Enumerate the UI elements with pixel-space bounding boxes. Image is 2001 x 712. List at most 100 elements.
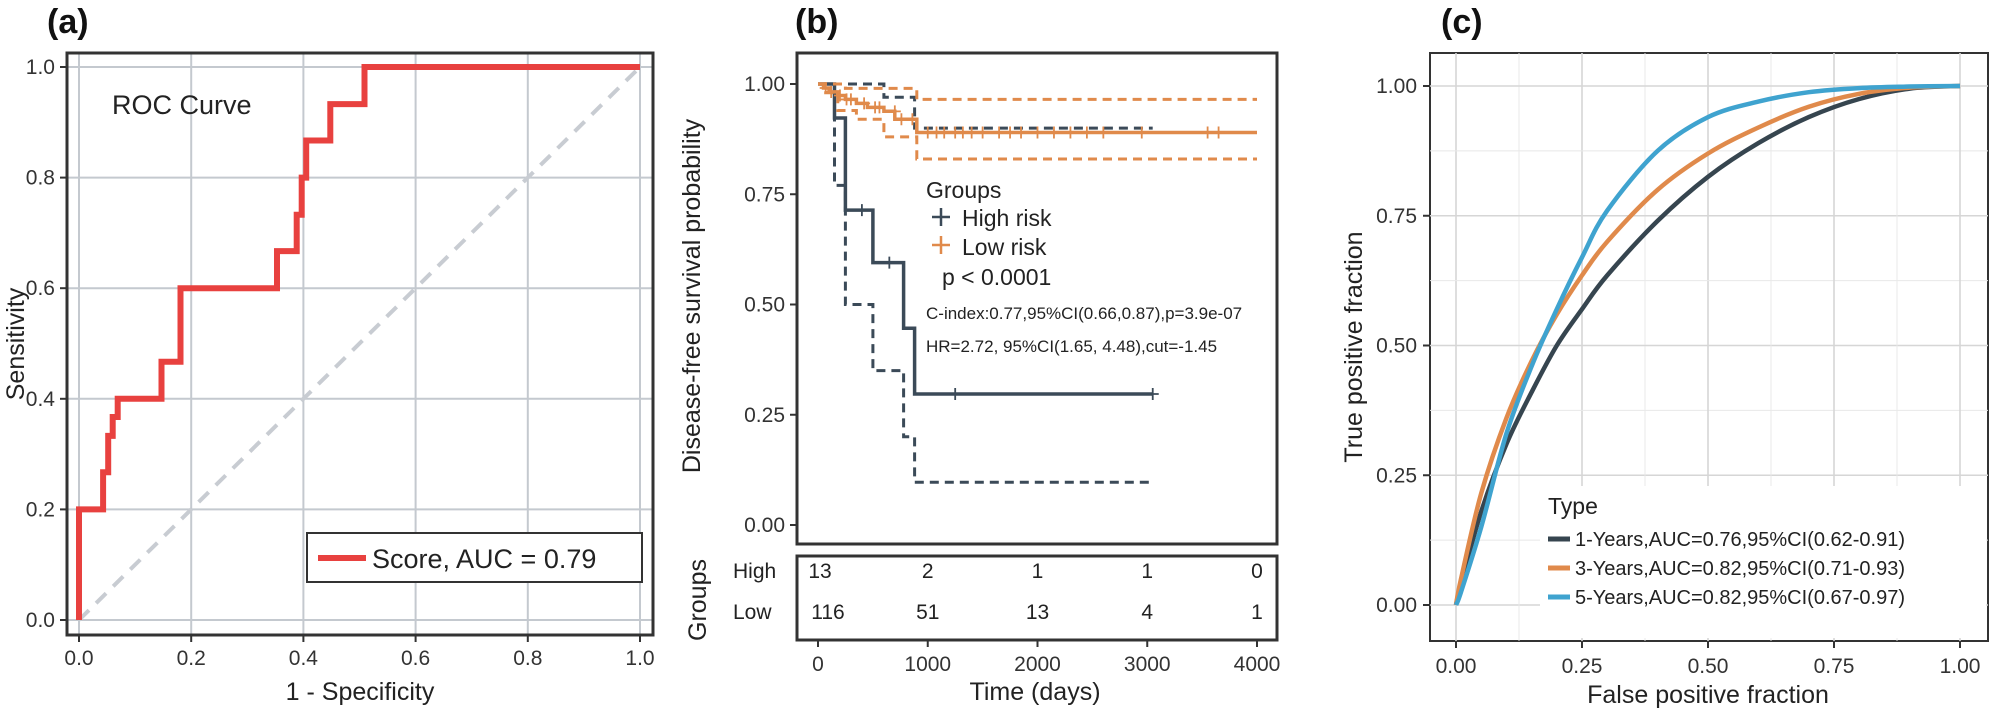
- panel-b-low-censor-mark: [858, 97, 871, 110]
- panel-c-x-tick-label: 0.75: [1814, 655, 1855, 678]
- panel-b-low-censor-mark: [833, 89, 846, 102]
- panel-b-low-censor-mark: [1201, 126, 1214, 139]
- panel-a-reference-diagonal: [77, 65, 642, 622]
- panel-a-title: ROC Curve: [112, 90, 252, 120]
- panel-c-x-label: False positive fraction: [1587, 681, 1829, 709]
- panel-b-low-ci-lower: [818, 82, 1257, 161]
- panel-b-high-censor-mark: [855, 204, 868, 217]
- panel-a-y-tick-label: 1.0: [26, 56, 55, 79]
- panel-a-x-tick-label: 0.2: [177, 647, 206, 670]
- risk-value-low: 4: [1141, 601, 1153, 624]
- risk-value-low: 116: [811, 601, 844, 624]
- panel-a-y-ticks: 0.0 0.2 0.4 0.6 0.8 1.0: [26, 56, 67, 632]
- panel-b-low-censor-mark: [906, 113, 919, 126]
- panel-b-low-censor-mark: [1097, 126, 1110, 139]
- panel-c-y-tick-label: 0.00: [1376, 594, 1417, 617]
- panel-b-risk-title: Groups: [684, 559, 712, 641]
- risk-value-low: 1: [1251, 601, 1263, 624]
- panel-b-hr: HR=2.72, 95%CI(1.65, 4.48),cut=-1.45: [926, 337, 1217, 356]
- panel-b-y-tick-label: 1.00: [744, 73, 785, 96]
- panel-a-legend: Score, AUC = 0.79: [306, 532, 643, 583]
- panel-c-legend-label-3: 5-Years,AUC=0.82,95%CI(0.67-0.97): [1575, 587, 1905, 609]
- panel-b-low-ci-upper: [818, 82, 1257, 101]
- panel-b-legend-low-mark: [932, 236, 950, 254]
- panel-a-roc-line: [76, 64, 640, 620]
- panel-b-low-censor-mark: [1064, 126, 1077, 139]
- panel-a-frame: [65, 51, 655, 637]
- panel-b-legend-low: Low risk: [962, 234, 1047, 260]
- panel-b-high-ci-upper: [818, 82, 1153, 130]
- panel-b-y-label: Disease-free survival probability: [678, 118, 706, 473]
- panel-b-low-censor-mark: [938, 126, 951, 139]
- risk-value-low: 51: [916, 601, 939, 624]
- panel-b-low-censor-mark: [1047, 126, 1060, 139]
- panel-a-x-tick-label: 0.6: [401, 647, 430, 670]
- panel-a: (a) ROC Curve Score, AUC = 0.79 0.0 0.2 0.…: [2, 3, 655, 706]
- panel-b-x-tick-label: 1000: [904, 653, 951, 676]
- panel-a-y-tick-label: 0.2: [26, 498, 55, 521]
- panel-b-pvalue: p < 0.0001: [942, 264, 1051, 290]
- risk-value-low: 13: [1026, 601, 1049, 624]
- panel-c-x-tick-label: 1.00: [1940, 655, 1981, 678]
- panel-b-low-censor-mark: [1212, 126, 1225, 139]
- panel-b-low-censor-mark: [976, 126, 989, 139]
- panel-a-y-tick-label: 0.4: [26, 388, 56, 411]
- panel-b-x-ticks: 0 1000 2000 3000 4000: [812, 640, 1280, 676]
- panel-a-x-tick-label: 0.0: [64, 647, 93, 670]
- panel-b-legend: Groups High risk Low risk: [926, 177, 1052, 260]
- risk-value-high: 2: [922, 560, 934, 583]
- panel-a-x-label: 1 - Specificity: [286, 678, 435, 706]
- panel-b-label: (b): [795, 3, 838, 41]
- panel-b-low-censor-mark: [825, 85, 838, 98]
- panel-c-label: (c): [1441, 3, 1483, 41]
- panel-b-high-censor-mark: [949, 388, 962, 401]
- panel-b-x-tick-label: 3000: [1124, 653, 1171, 676]
- panel-c: (c) 0.00 0.25 0.50 0.75 1.00 0.00 0.25 0.50 0.7…: [1340, 3, 1989, 709]
- risk-value-high: 0: [1251, 560, 1263, 583]
- panel-b-x-label: Time (days): [969, 678, 1100, 706]
- panel-b-y-ticks: 0.00 0.25 0.50 0.75 1.00: [744, 73, 797, 537]
- panel-b-legend-title: Groups: [926, 177, 1001, 203]
- panel-b-x-tick-label: 0: [812, 653, 824, 676]
- panel-c-roc-line-1: [1453, 83, 1961, 606]
- panel-b-high-ci-lower: [818, 82, 1153, 484]
- panel-a-y-tick-label: 0.6: [26, 277, 55, 300]
- panel-c-legend: Type 1-Years,AUC=0.76,95%CI(0.62-0.91) 3-…: [1540, 486, 1986, 638]
- panel-c-roc-lines: [1453, 83, 1961, 606]
- panel-a-label: (a): [47, 3, 89, 41]
- panel-b-low-censor-mark: [1080, 126, 1093, 139]
- panel-a-x-tick-label: 1.0: [625, 647, 654, 670]
- panel-b-y-tick-label: 0.25: [744, 404, 785, 427]
- panel-b-low-censor-mark: [873, 101, 886, 114]
- panel-b-high-survival-line: [818, 82, 1153, 396]
- panel-c-y-tick-label: 0.25: [1376, 464, 1417, 487]
- panel-b-risk-table: [795, 554, 1279, 642]
- panel-b: (b) 0.00 0.25 0.50 0.75 1.00 Groups High ris…: [678, 3, 1280, 706]
- panel-b-risk-values: 13 2 1 1 0 116 51 13 4 1: [808, 560, 1263, 624]
- panel-b-low-censor-mark: [888, 105, 901, 118]
- panel-a-y-tick-label: 0.8: [26, 167, 55, 190]
- panel-c-roc-line-3: [1453, 83, 1961, 606]
- panel-c-legend-box: [1540, 486, 1986, 638]
- panel-a-x-tick-label: 0.4: [289, 647, 319, 670]
- panel-b-legend-high: High risk: [962, 205, 1052, 231]
- risk-value-high: 1: [1141, 560, 1153, 583]
- panel-b-censor-marks: [819, 81, 1225, 401]
- risk-row-label-low: Low: [733, 601, 772, 624]
- panel-c-x-tick-label: 0.00: [1436, 655, 1477, 678]
- panel-a-y-label: Sensitivity: [2, 287, 30, 400]
- panel-c-legend-label-2: 3-Years,AUC=0.82,95%CI(0.71-0.93): [1575, 558, 1905, 580]
- panel-b-low-censor-mark: [965, 126, 978, 139]
- panel-b-low-censor-mark: [1015, 126, 1028, 139]
- panel-b-cindex: C-index:0.77,95%CI(0.66,0.87),p=3.9e-07: [926, 304, 1242, 323]
- panel-b-high-censor-mark: [883, 256, 896, 269]
- panel-b-low-censor-mark: [1004, 126, 1017, 139]
- panel-b-low-censor-mark: [1031, 126, 1044, 139]
- panel-b-y-tick-label: 0.75: [744, 183, 785, 206]
- panel-b-low-censor-mark: [844, 93, 857, 106]
- panel-c-y-tick-label: 0.75: [1376, 205, 1417, 228]
- panel-b-x-tick-label: 4000: [1234, 653, 1281, 676]
- panel-b-y-tick-label: 0.00: [744, 514, 785, 537]
- panel-b-y-tick-label: 0.50: [744, 294, 785, 317]
